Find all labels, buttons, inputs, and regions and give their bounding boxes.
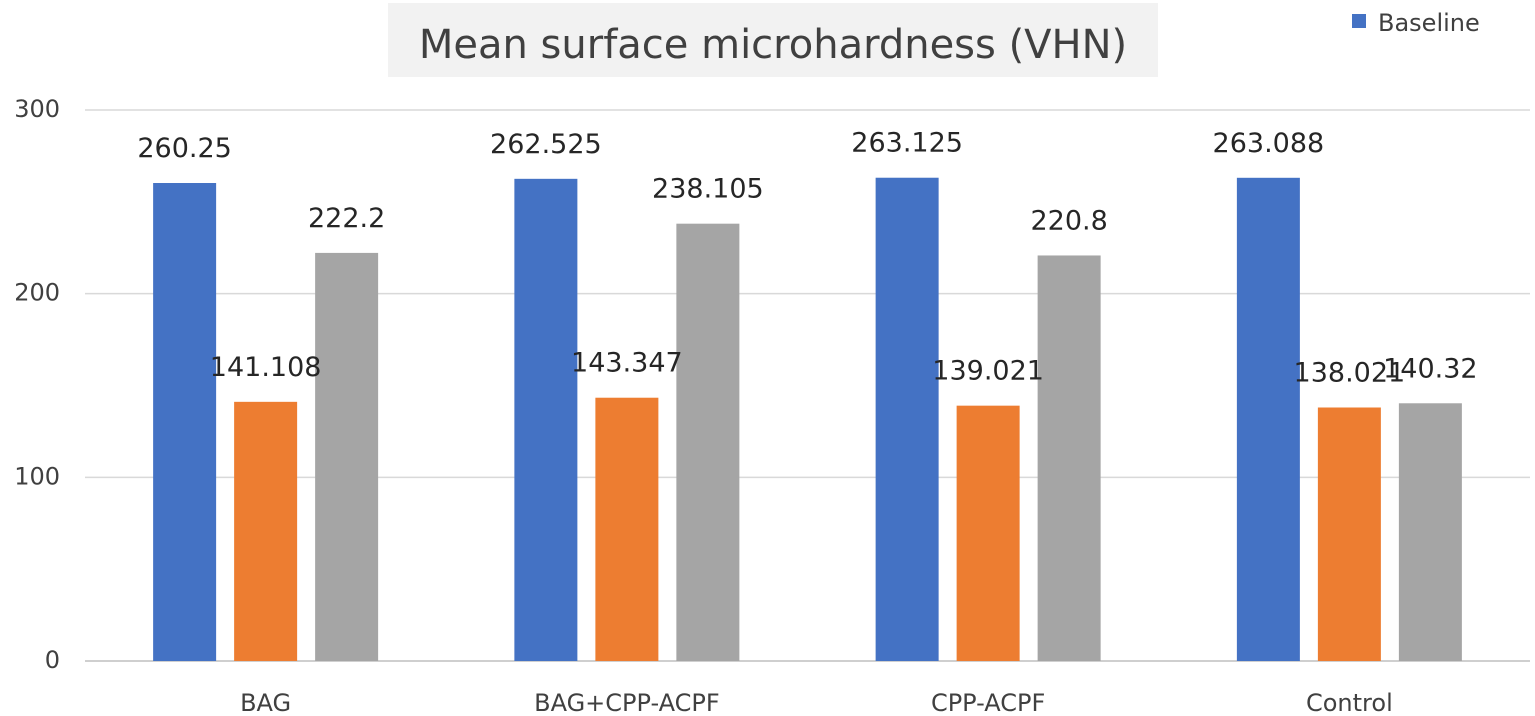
data-label: 263.125 bbox=[851, 128, 963, 159]
data-label: 140.32 bbox=[1383, 353, 1477, 384]
data-label: 262.525 bbox=[490, 129, 602, 160]
x-category-label: Control bbox=[1306, 689, 1393, 716]
data-label: 222.2 bbox=[308, 203, 385, 234]
data-label: 143.347 bbox=[571, 348, 683, 379]
x-axis-category-labels: BAG BAG+CPP-ACPF CPP-ACPF Control bbox=[240, 689, 1393, 716]
bar-control-series-2 bbox=[1317, 407, 1381, 661]
y-axis-tick-labels: 0 100 200 300 bbox=[14, 95, 60, 674]
legend-swatch-baseline bbox=[1352, 14, 1366, 28]
data-label: 220.8 bbox=[1030, 205, 1107, 236]
bar-bag-cpp-acpf-series-3 bbox=[676, 223, 740, 661]
bar-bag-series-2 bbox=[234, 401, 298, 661]
data-label: 138.021 bbox=[1294, 358, 1406, 389]
bars bbox=[153, 177, 1462, 662]
bar-control-series-3 bbox=[1398, 403, 1462, 661]
bar-bag-series-1 bbox=[153, 183, 217, 661]
y-tick-label: 300 bbox=[14, 95, 60, 123]
y-tick-label: 200 bbox=[14, 279, 60, 307]
x-category-label: BAG bbox=[240, 689, 291, 716]
bar-bag-series-3 bbox=[315, 252, 379, 661]
bar-cpp-acpf-series-3 bbox=[1037, 255, 1101, 662]
chart-title: Mean surface microhardness (VHN) bbox=[419, 22, 1127, 68]
y-tick-label: 0 bbox=[45, 646, 60, 674]
data-label: 260.25 bbox=[137, 133, 231, 164]
data-labels: 260.25 141.108 222.2 262.525 143.347 238.105 2… bbox=[137, 128, 1477, 389]
data-label: 141.108 bbox=[210, 352, 322, 383]
data-label: 238.105 bbox=[652, 174, 764, 205]
bar-cpp-acpf-series-1 bbox=[875, 177, 939, 661]
y-tick-label: 100 bbox=[14, 462, 60, 490]
data-label: 263.088 bbox=[1213, 128, 1325, 159]
bar-control-series-1 bbox=[1236, 177, 1300, 661]
legend-label-baseline: Baseline bbox=[1378, 9, 1480, 37]
bar-bag-cpp-acpf-series-1 bbox=[514, 178, 578, 661]
x-category-label: CPP-ACPF bbox=[931, 689, 1045, 716]
title-background bbox=[388, 3, 1158, 77]
bar-cpp-acpf-series-2 bbox=[956, 405, 1020, 661]
bar-bag-cpp-acpf-series-2 bbox=[595, 397, 659, 661]
data-label: 139.021 bbox=[932, 356, 1044, 387]
x-category-label: BAG+CPP-ACPF bbox=[534, 689, 720, 716]
